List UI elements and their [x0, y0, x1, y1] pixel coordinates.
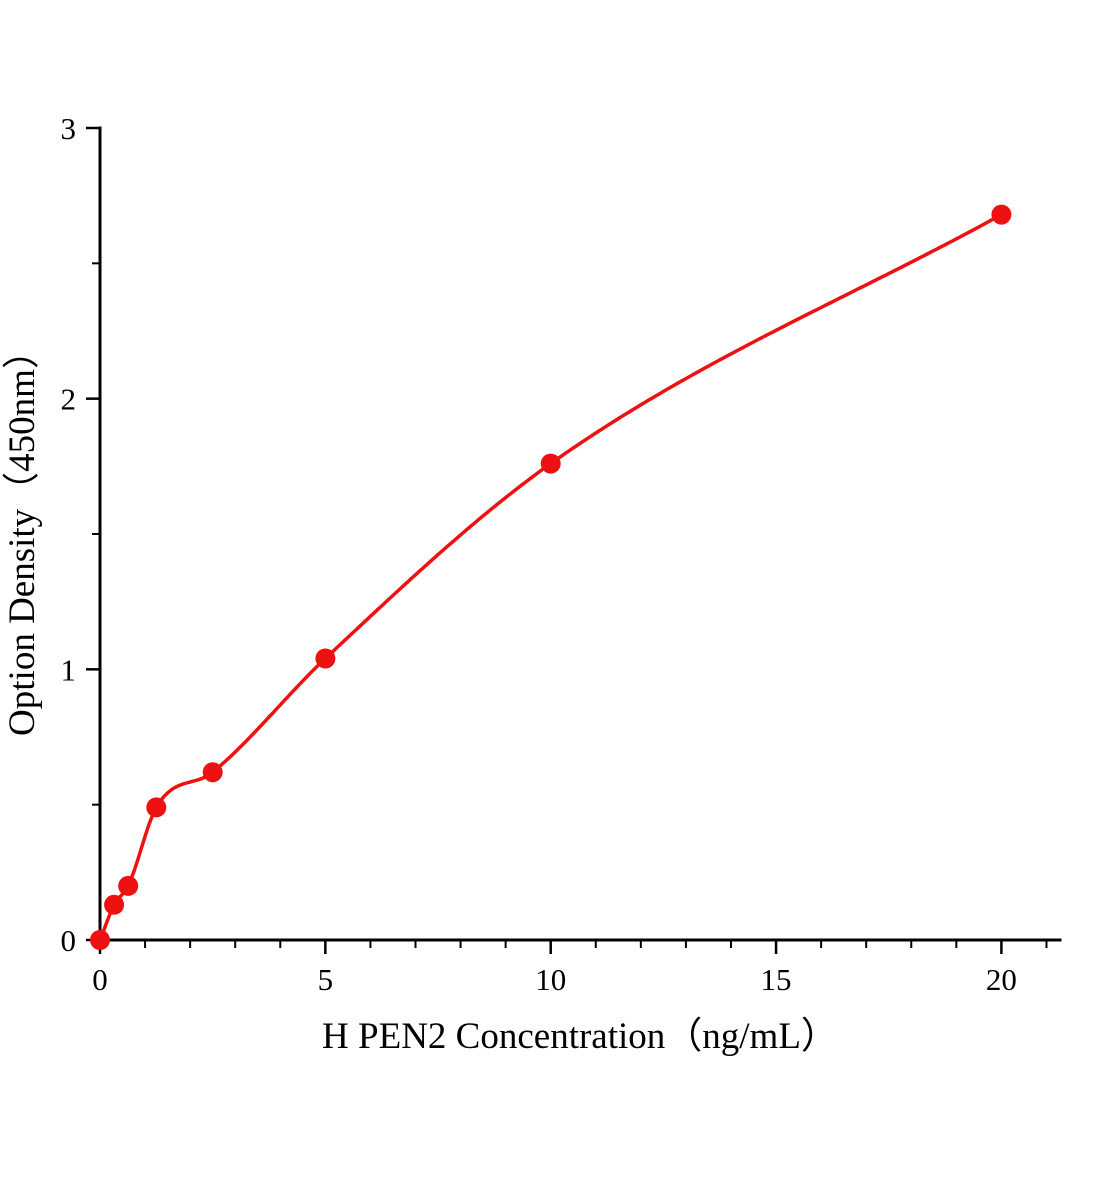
y-tick-label: 2	[61, 382, 77, 417]
data-point	[202, 762, 223, 783]
data-point	[315, 648, 336, 669]
y-axis-label: Option Density（450nm）	[2, 332, 43, 736]
x-tick-label: 10	[535, 962, 566, 997]
x-axis-label: H PEN2 Concentration（ng/mL）	[322, 1016, 838, 1057]
data-point	[146, 797, 167, 818]
y-tick-label: 1	[61, 652, 77, 687]
data-point	[991, 204, 1012, 225]
y-tick-label: 0	[61, 923, 77, 958]
data-point	[540, 453, 561, 474]
ticks-layer: 0 5 10 15 20 0 1 2 3	[61, 111, 1048, 997]
data-point	[118, 875, 139, 896]
series-layer	[90, 204, 1012, 950]
y-tick-label: 3	[61, 111, 77, 146]
axis-lines	[98, 126, 1062, 942]
fit-curve	[98, 212, 1004, 942]
x-tick-label: 0	[92, 962, 108, 997]
x-tick-label: 20	[986, 962, 1017, 997]
axes-layer	[98, 126, 1062, 942]
data-point	[104, 894, 125, 915]
x-tick-label: 15	[761, 962, 792, 997]
data-point	[90, 930, 110, 950]
x-tick-label: 5	[318, 962, 334, 997]
